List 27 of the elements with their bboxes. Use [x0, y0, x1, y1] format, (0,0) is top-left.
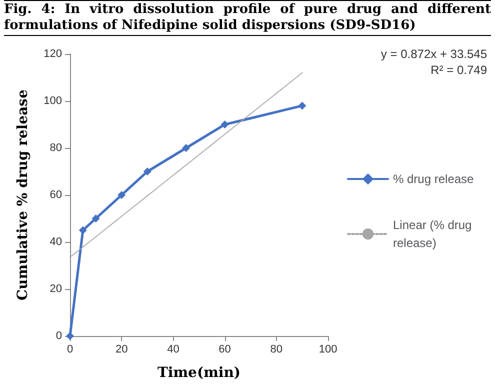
y-tick-label: 80	[50, 142, 62, 154]
y-tick-label: 120	[44, 48, 62, 60]
point	[78, 226, 87, 234]
x-axis-title: Time(min)	[157, 365, 241, 381]
point	[220, 120, 229, 128]
point	[298, 102, 306, 110]
x-tick-label: 60	[218, 344, 231, 356]
y-tick-label: 40	[50, 236, 62, 248]
x-tick-label: 100	[318, 344, 338, 356]
legend-label: % drug release	[393, 172, 474, 186]
chart-title: Fig. 4: In vitro dissolution profile of pure drug and different formulations of Nifedipine solid dispersions (SD9-SD16)	[4, 0, 491, 36]
y-axis-title: Cumulative % drug release	[15, 89, 31, 300]
x-tick-label: 0	[66, 344, 74, 356]
point	[143, 168, 152, 176]
legend-label: Linear (% drug release)	[393, 218, 476, 250]
y-tick-label: 60	[50, 189, 62, 201]
y-tick-label: 100	[44, 95, 62, 107]
y-tick-label: 0	[56, 330, 62, 342]
text: R² = 0.749	[430, 63, 488, 77]
point	[118, 191, 126, 199]
x-tick-label: 40	[167, 344, 180, 356]
text: y = 0.872x + 33.545	[380, 47, 488, 61]
x-tick-label: 80	[270, 344, 283, 356]
point	[92, 214, 100, 222]
x-tick-label: 20	[115, 344, 128, 356]
point	[182, 144, 190, 152]
y-tick-label: 20	[50, 283, 62, 295]
